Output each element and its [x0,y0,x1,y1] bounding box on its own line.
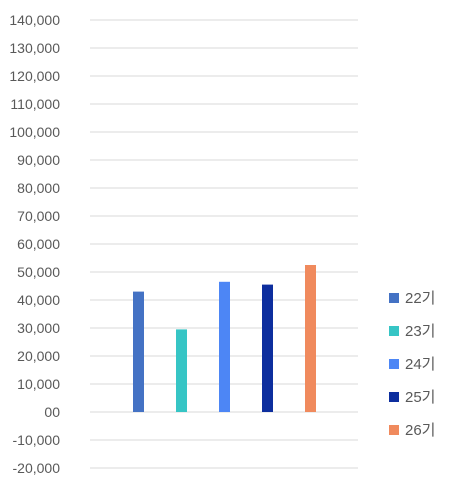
legend-label: 25기 [405,389,436,406]
legend-swatch [389,293,399,303]
legend-swatch [389,392,399,402]
y-tick-label: 120,000 [9,68,60,84]
bars [133,265,316,412]
legend-swatch [389,359,399,369]
bar-26기 [305,265,316,412]
y-tick-label: 110,000 [10,96,60,112]
legend-label: 24기 [405,356,436,373]
bar-24기 [219,281,230,412]
y-tick-label: -20,000 [13,460,61,476]
y-tick-label: 30,000 [17,320,60,336]
y-tick-label: -10,000 [13,432,61,448]
y-tick-label: 140,000 [9,12,60,28]
legend-label: 22기 [405,290,436,307]
legend-swatch [389,425,399,435]
legend-label: 26기 [405,422,436,439]
y-tick-label: 90,000 [17,152,60,168]
legend: 22기 23기 24기 25기 26기 [389,290,436,439]
y-tick-label: 20,000 [17,348,60,364]
y-axis-tick-labels: 140,000 130,000 120,000 110,000 100,000 90,00… [9,12,60,476]
bar-22기 [133,291,144,412]
y-tick-label: 00 [44,404,60,420]
legend-swatch [389,326,399,336]
bar-25기 [262,284,273,412]
y-tick-label: 50,000 [17,264,60,280]
y-tick-label: 80,000 [17,180,60,196]
y-tick-label: 130,000 [9,40,60,56]
y-tick-label: 60,000 [17,236,60,252]
legend-label: 23기 [405,323,436,340]
bar-23기 [176,329,187,412]
y-tick-label: 100,000 [9,124,60,140]
y-tick-label: 10,000 [17,376,60,392]
y-tick-label: 40,000 [17,292,60,308]
y-tick-label: 70,000 [17,208,60,224]
